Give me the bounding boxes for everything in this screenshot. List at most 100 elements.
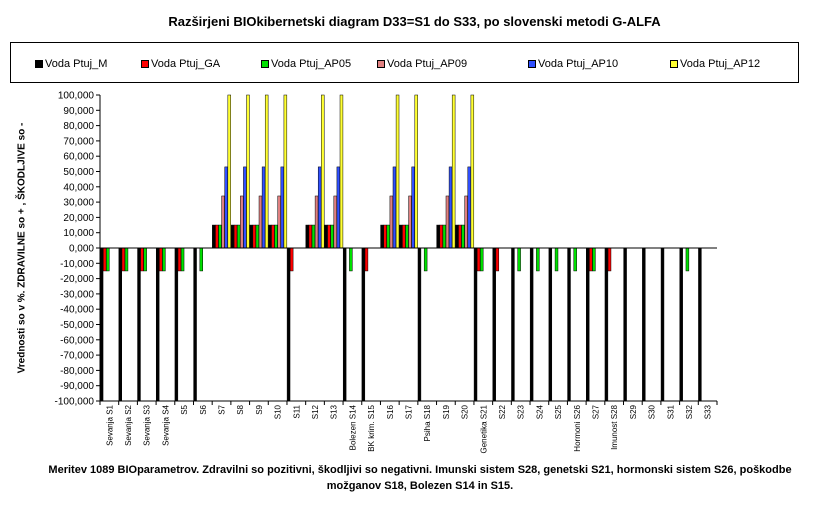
x-tick-label: S27	[591, 404, 600, 419]
x-tick-label: S17	[405, 404, 414, 419]
bar	[218, 224, 222, 249]
bar	[389, 195, 394, 249]
legend: Voda Ptuj_M Voda Ptuj_GA Voda Ptuj_AP05 Vod…	[10, 42, 799, 83]
bar	[592, 247, 596, 272]
x-tick-label: Bolezen S14	[348, 404, 357, 450]
bar	[311, 224, 316, 249]
bar	[495, 247, 500, 272]
x-tick-label: S6	[199, 404, 208, 414]
bar	[380, 224, 384, 249]
bar	[227, 94, 231, 249]
bar	[140, 247, 144, 272]
y-tick-label: 40,000	[63, 182, 94, 193]
bar	[271, 224, 275, 249]
bar	[480, 247, 484, 272]
bar	[423, 247, 428, 272]
bar	[402, 224, 406, 249]
bar	[274, 224, 278, 249]
y-tick-label: 60,000	[63, 152, 94, 163]
bar	[604, 247, 609, 402]
bar	[642, 247, 646, 402]
bar	[233, 224, 238, 249]
legend-item: Voda Ptuj_GA	[141, 58, 220, 70]
bar	[405, 224, 409, 249]
x-tick-label: S29	[629, 404, 638, 419]
bar	[289, 247, 294, 272]
x-tick-label: S11	[292, 404, 301, 418]
bar	[280, 166, 284, 249]
bar	[473, 247, 478, 402]
bar	[383, 224, 387, 249]
bar	[445, 195, 450, 249]
bar	[215, 224, 219, 249]
bar	[511, 247, 515, 402]
y-tick-label: 90,000	[63, 106, 94, 117]
legend-label: Voda Ptuj_AP10	[538, 58, 619, 70]
bar	[240, 195, 244, 249]
y-tick-label: 100,000	[58, 91, 95, 102]
bar	[118, 247, 122, 402]
legend-label: Voda Ptuj_AP12	[680, 58, 761, 70]
bar	[249, 224, 253, 249]
bar	[286, 247, 291, 402]
bar	[442, 224, 447, 249]
x-axis-label: Meritev 1089 BIOparametrov. Zdravilni so…	[48, 464, 792, 492]
x-tick-label: S22	[498, 404, 507, 419]
x-tick-label: S31	[666, 404, 675, 419]
legend-swatch	[670, 60, 678, 69]
x-tick-label: S32	[685, 404, 694, 419]
bar	[439, 224, 443, 249]
y-tick-label: -90,000	[60, 381, 94, 392]
bar	[261, 166, 266, 249]
legend-item: Voda Ptuj_M	[35, 58, 107, 70]
bar	[324, 224, 328, 249]
legend-item: Voda Ptuj_AP05	[261, 58, 351, 70]
bar	[246, 94, 250, 249]
legend-item: Voda Ptuj_AP12	[670, 58, 760, 70]
bar	[436, 224, 440, 249]
x-tick-label: S9	[255, 404, 264, 414]
x-tick-label: S24	[535, 404, 544, 419]
bar	[414, 94, 418, 249]
bar	[252, 224, 256, 249]
bar	[321, 94, 325, 249]
y-tick-label: -70,000	[60, 351, 94, 362]
bar	[567, 247, 571, 402]
x-tick-label: Sevanja S4	[161, 404, 170, 445]
bar	[399, 224, 403, 249]
bar	[143, 247, 147, 272]
bar	[327, 224, 331, 249]
bar	[162, 247, 166, 272]
bar	[193, 247, 197, 402]
x-tick-label: BK krim. S15	[367, 404, 376, 451]
y-tick-label: -50,000	[60, 320, 94, 331]
bar	[607, 247, 612, 272]
bar	[476, 247, 481, 272]
bar	[517, 247, 521, 272]
y-tick-label: -40,000	[60, 305, 94, 316]
x-tick-label: Hormoni S26	[573, 404, 582, 451]
x-tick-label: S7	[218, 404, 227, 414]
x-tick-label: S23	[517, 404, 526, 419]
bar	[305, 224, 309, 249]
legend-label: Voda Ptuj_AP09	[387, 58, 468, 70]
legend-swatch	[35, 60, 43, 69]
bar	[339, 94, 344, 249]
bar	[386, 224, 390, 249]
bar	[264, 94, 269, 249]
bar	[467, 166, 471, 249]
bar	[364, 247, 369, 272]
x-tick-label: S33	[704, 404, 713, 419]
bar	[174, 247, 179, 402]
bar	[573, 247, 577, 272]
y-tick-label: 0,000	[69, 244, 94, 255]
bar	[314, 195, 319, 249]
bar	[106, 247, 110, 272]
bar	[492, 247, 496, 402]
bar	[155, 247, 160, 402]
bar	[349, 247, 353, 272]
y-tick-label: 80,000	[63, 121, 94, 132]
bar	[548, 247, 553, 402]
bar	[236, 224, 241, 249]
bar	[411, 166, 415, 249]
